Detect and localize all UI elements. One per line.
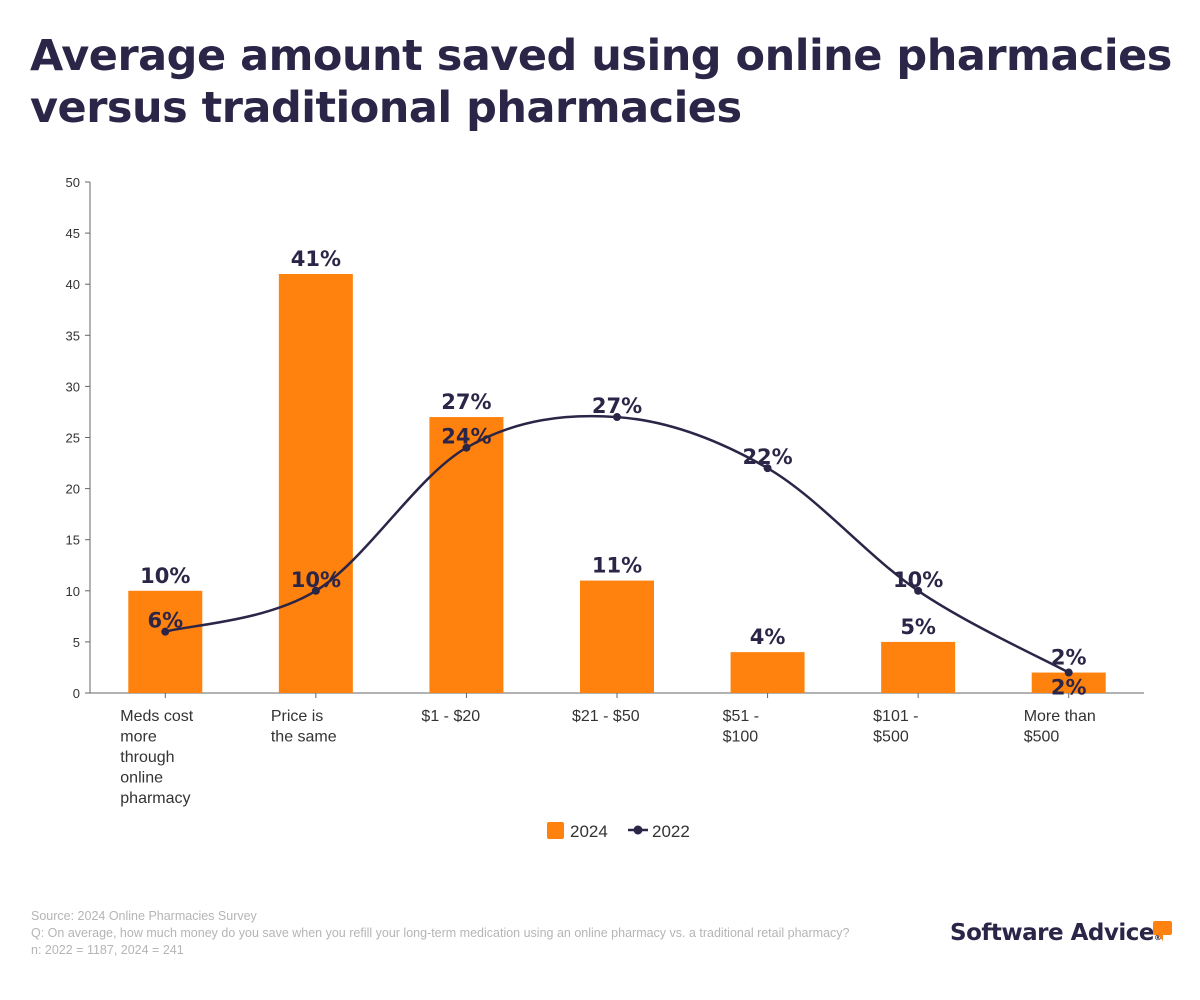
point-2022 bbox=[763, 464, 772, 473]
point-label-2022: 2% bbox=[1051, 676, 1087, 700]
chart: 0 5 10 15 20 25 30 35 40 45 50 Meds cost more through… bbox=[66, 175, 1144, 841]
bar-label-2024: 41% bbox=[291, 247, 341, 271]
point-label-2022: 22% bbox=[742, 445, 792, 469]
bar-2024 bbox=[730, 652, 805, 693]
legend-label-2024: 2024 bbox=[570, 822, 608, 841]
footer-notes: Source: 2024 Online Pharmacies Survey Q:… bbox=[31, 908, 861, 959]
y-tick-label: 15 bbox=[66, 533, 80, 548]
y-tick-label: 5 bbox=[73, 635, 80, 650]
y-tick-label: 35 bbox=[66, 328, 80, 343]
point-2022 bbox=[311, 586, 320, 595]
point-2022 bbox=[1064, 668, 1073, 677]
x-tick-label: $1 - $20 bbox=[421, 708, 480, 725]
y-tick-label: 50 bbox=[66, 175, 80, 190]
software-advice-logo: Software Advice® bbox=[950, 920, 1162, 946]
point-2022 bbox=[161, 627, 170, 636]
y-tick-label: 0 bbox=[73, 686, 80, 701]
point-label-2022: 24% bbox=[441, 425, 491, 449]
y-tick-label: 45 bbox=[66, 226, 80, 241]
bar-label-2024: 10% bbox=[140, 564, 190, 588]
bar-2024 bbox=[1031, 672, 1106, 693]
bar-2024 bbox=[580, 580, 654, 693]
point-label-2022: 10% bbox=[893, 568, 943, 592]
bar-label-2024: 27% bbox=[441, 390, 491, 414]
point-label-2022: 27% bbox=[592, 394, 642, 418]
source-note: Source: 2024 Online Pharmacies Survey bbox=[31, 909, 257, 923]
bar-2024 bbox=[881, 641, 956, 693]
bar-label-2024: 5% bbox=[900, 615, 936, 639]
sample-size-note: n: 2022 = 1187, 2024 = 241 bbox=[31, 943, 184, 957]
x-tick-label: $101 -$500 bbox=[873, 708, 918, 746]
bar-2024 bbox=[128, 590, 203, 693]
x-tick-label: More than $500 bbox=[1024, 708, 1096, 746]
bar-label-2024: 11% bbox=[592, 554, 642, 578]
x-tick-label: $21 - $50 bbox=[572, 708, 640, 725]
y-tick-label: 10 bbox=[66, 584, 80, 599]
x-tick-label: Meds cost more through online pharmacy bbox=[120, 708, 193, 807]
bar-label-2024: 4% bbox=[750, 625, 786, 649]
point-label-2022: 10% bbox=[291, 568, 341, 592]
legend-marker-2022 bbox=[633, 825, 643, 835]
point-2022 bbox=[914, 586, 923, 595]
y-tick-label: 25 bbox=[66, 431, 80, 446]
point-label-2022: 6% bbox=[147, 609, 183, 633]
x-tick-label: $51 -$100 bbox=[723, 708, 759, 746]
point-2022 bbox=[613, 413, 621, 422]
bar-2024 bbox=[429, 417, 504, 693]
point-2022 bbox=[462, 443, 471, 452]
question-note: Q: On average, how much money do you sav… bbox=[31, 926, 850, 940]
legend-swatch-2024 bbox=[547, 822, 564, 839]
bar-2024 bbox=[278, 273, 353, 693]
legend-label-2022: 2022 bbox=[652, 822, 690, 841]
chart-title: Average amount saved using online pharma… bbox=[30, 31, 1172, 133]
speech-bubble-icon bbox=[1153, 921, 1172, 941]
y-tick-label: 30 bbox=[66, 379, 80, 394]
x-tick-label: Price is the same bbox=[271, 708, 337, 746]
y-tick-label: 40 bbox=[66, 277, 80, 292]
y-tick-label: 20 bbox=[66, 482, 80, 497]
